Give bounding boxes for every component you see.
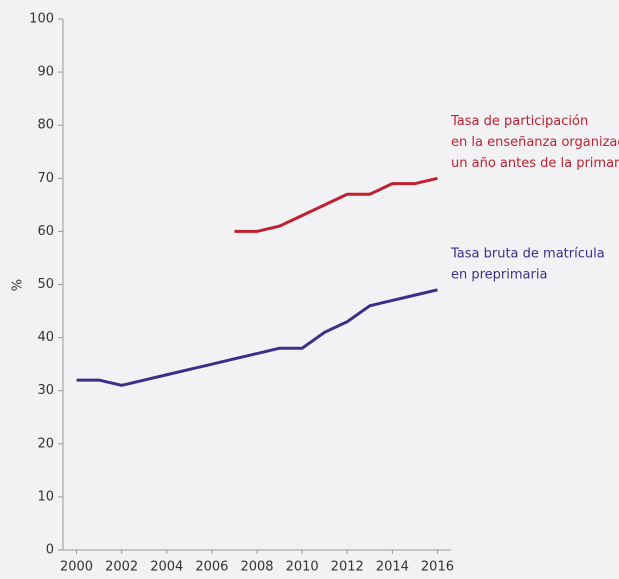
x-tick-label: 2010 — [286, 560, 319, 575]
x-tick-label: 2004 — [150, 560, 183, 575]
x-tick-label: 2000 — [60, 560, 93, 575]
series-annotation: Tasa bruta de matrícula — [450, 246, 605, 261]
series-annotation: en preprimaria — [451, 267, 547, 282]
y-tick-label: 10 — [37, 489, 54, 504]
y-tick-label: 0 — [46, 543, 54, 558]
y-tick-label: 40 — [37, 330, 54, 345]
y-tick-label: 100 — [29, 12, 54, 27]
line-series — [234, 176, 438, 233]
series-annotation: un año antes de la primaria — [451, 156, 619, 171]
y-tick-label: 70 — [37, 171, 54, 186]
x-tick-label: 2008 — [240, 560, 273, 575]
y-tick-label: 50 — [37, 277, 54, 292]
y-tick-label: 60 — [37, 224, 54, 239]
series-annotation: en la enseñanza organizada — [451, 135, 619, 150]
x-tick-label: 2014 — [376, 560, 409, 575]
y-tick-label: 90 — [37, 65, 54, 80]
x-tick-label: 2002 — [105, 560, 138, 575]
y-axis-label: % — [11, 279, 26, 291]
line-series — [76, 288, 438, 387]
series-annotation: Tasa de participación — [450, 114, 588, 129]
x-tick-label: 2006 — [195, 560, 228, 575]
x-tick-label: 2016 — [421, 560, 454, 575]
y-tick-label: 80 — [37, 118, 54, 133]
y-tick-label: 30 — [37, 383, 54, 398]
y-tick-label: 20 — [37, 436, 54, 451]
x-tick-label: 2012 — [331, 560, 364, 575]
